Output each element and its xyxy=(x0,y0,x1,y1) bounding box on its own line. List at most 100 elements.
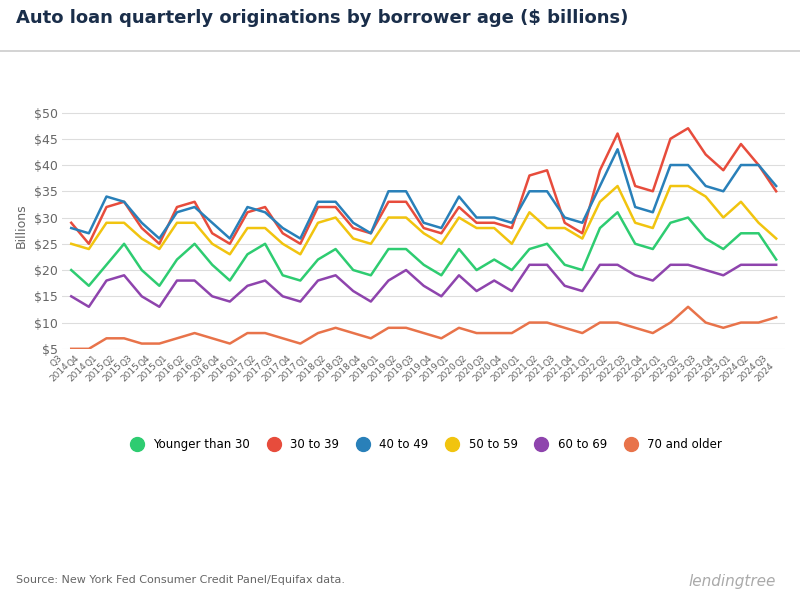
40 to 49 xyxy=(595,182,605,190)
Younger than 30 xyxy=(66,266,76,274)
50 to 59 xyxy=(242,224,252,232)
Younger than 30 xyxy=(613,209,622,216)
70 and older xyxy=(190,329,199,337)
60 to 69 xyxy=(613,261,622,268)
40 to 49 xyxy=(754,161,763,169)
40 to 49 xyxy=(736,161,746,169)
Younger than 30 xyxy=(578,266,587,274)
60 to 69 xyxy=(330,272,340,279)
30 to 39 xyxy=(172,203,182,211)
Younger than 30 xyxy=(560,261,570,268)
40 to 49 xyxy=(137,219,146,226)
40 to 49 xyxy=(330,198,340,205)
60 to 69 xyxy=(718,272,728,279)
30 to 39 xyxy=(771,188,781,195)
30 to 39 xyxy=(683,125,693,132)
60 to 69 xyxy=(525,261,534,268)
30 to 39 xyxy=(472,219,482,226)
50 to 59 xyxy=(119,219,129,226)
40 to 49 xyxy=(84,230,94,237)
70 and older xyxy=(613,319,622,326)
40 to 49 xyxy=(437,224,446,232)
30 to 39 xyxy=(330,203,340,211)
70 and older xyxy=(595,319,605,326)
30 to 39 xyxy=(754,161,763,169)
60 to 69 xyxy=(66,293,76,300)
70 and older xyxy=(349,329,358,337)
30 to 39 xyxy=(260,203,270,211)
30 to 39 xyxy=(190,198,199,205)
40 to 49 xyxy=(771,182,781,190)
50 to 59 xyxy=(207,240,217,247)
30 to 39 xyxy=(349,224,358,232)
50 to 59 xyxy=(102,219,111,226)
Younger than 30 xyxy=(295,277,305,284)
50 to 59 xyxy=(384,214,394,221)
50 to 59 xyxy=(172,219,182,226)
30 to 39 xyxy=(119,198,129,205)
40 to 49 xyxy=(454,193,464,200)
60 to 69 xyxy=(295,298,305,305)
50 to 59 xyxy=(330,214,340,221)
50 to 59 xyxy=(278,240,287,247)
60 to 69 xyxy=(490,277,499,284)
30 to 39 xyxy=(137,224,146,232)
60 to 69 xyxy=(472,287,482,295)
70 and older xyxy=(472,329,482,337)
70 and older xyxy=(771,314,781,321)
50 to 59 xyxy=(683,182,693,190)
60 to 69 xyxy=(154,303,164,310)
Younger than 30 xyxy=(648,245,658,253)
50 to 59 xyxy=(472,224,482,232)
70 and older xyxy=(154,340,164,347)
60 to 69 xyxy=(242,282,252,289)
Younger than 30 xyxy=(630,240,640,247)
70 and older xyxy=(648,329,658,337)
50 to 59 xyxy=(595,198,605,205)
Younger than 30 xyxy=(207,261,217,268)
Younger than 30 xyxy=(384,245,394,253)
40 to 49 xyxy=(384,188,394,195)
50 to 59 xyxy=(437,240,446,247)
60 to 69 xyxy=(754,261,763,268)
70 and older xyxy=(295,340,305,347)
40 to 49 xyxy=(295,235,305,242)
70 and older xyxy=(278,335,287,342)
Line: 40 to 49: 40 to 49 xyxy=(71,149,776,239)
70 and older xyxy=(578,329,587,337)
Younger than 30 xyxy=(718,245,728,253)
Younger than 30 xyxy=(472,266,482,274)
Younger than 30 xyxy=(666,219,675,226)
60 to 69 xyxy=(207,293,217,300)
Legend: Younger than 30, 30 to 39, 40 to 49, 50 to 59, 60 to 69, 70 and older: Younger than 30, 30 to 39, 40 to 49, 50 … xyxy=(121,434,727,456)
50 to 59 xyxy=(507,240,517,247)
30 to 39 xyxy=(402,198,411,205)
60 to 69 xyxy=(260,277,270,284)
40 to 49 xyxy=(172,209,182,216)
30 to 39 xyxy=(718,167,728,174)
60 to 69 xyxy=(542,261,552,268)
70 and older xyxy=(454,324,464,331)
50 to 59 xyxy=(84,245,94,253)
60 to 69 xyxy=(172,277,182,284)
Younger than 30 xyxy=(701,235,710,242)
30 to 39 xyxy=(225,240,234,247)
40 to 49 xyxy=(102,193,111,200)
40 to 49 xyxy=(560,214,570,221)
Younger than 30 xyxy=(595,224,605,232)
30 to 39 xyxy=(525,172,534,179)
30 to 39 xyxy=(736,140,746,148)
40 to 49 xyxy=(648,209,658,216)
Younger than 30 xyxy=(454,245,464,253)
Younger than 30 xyxy=(137,266,146,274)
50 to 59 xyxy=(771,235,781,242)
Younger than 30 xyxy=(172,256,182,263)
50 to 59 xyxy=(736,198,746,205)
40 to 49 xyxy=(207,219,217,226)
60 to 69 xyxy=(454,272,464,279)
70 and older xyxy=(172,335,182,342)
50 to 59 xyxy=(718,214,728,221)
70 and older xyxy=(84,345,94,352)
60 to 69 xyxy=(349,287,358,295)
Younger than 30 xyxy=(754,230,763,237)
